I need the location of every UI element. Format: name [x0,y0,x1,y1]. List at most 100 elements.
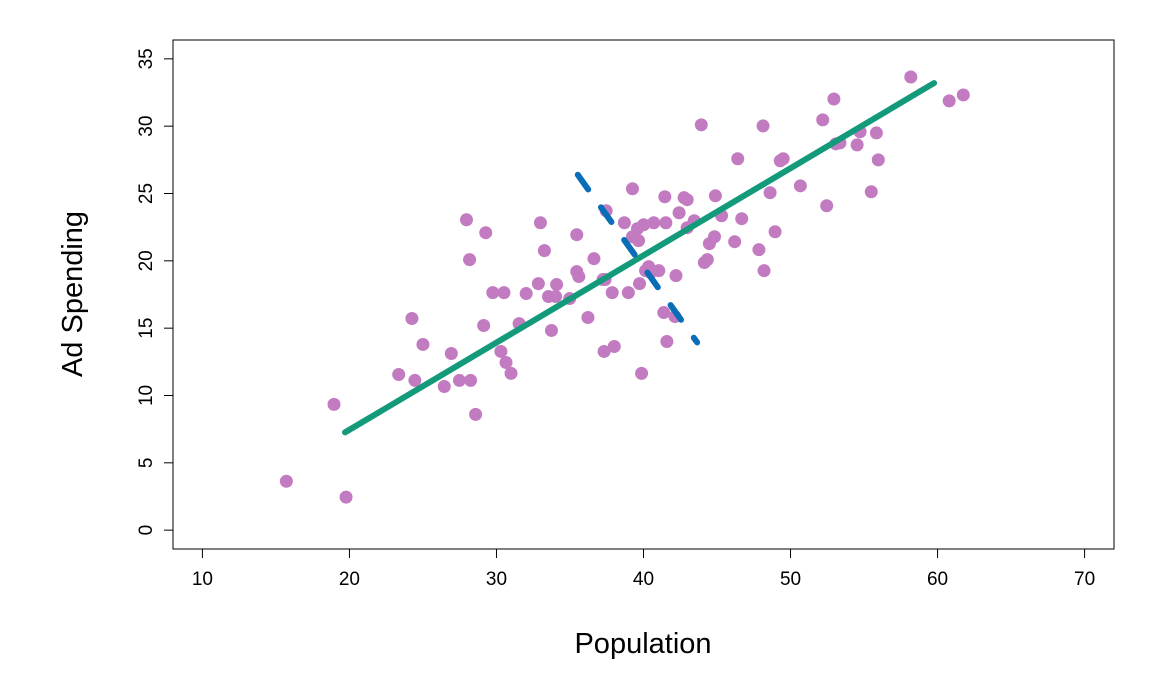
data-point [632,234,646,248]
data-point [660,334,674,348]
data-point [279,474,293,488]
data-point [504,366,518,380]
second-principal-component-line [574,171,701,346]
data-point [499,356,513,370]
data-point [587,252,601,266]
data-point [850,138,864,152]
data-point [550,278,564,292]
data-point [572,270,586,284]
y-tick-label: 5 [136,458,157,469]
data-point [820,199,834,213]
data-point [633,277,647,291]
data-point [497,286,511,300]
data-point [537,244,551,258]
data-point [479,226,493,240]
data-point [694,118,708,132]
data-point [680,193,694,207]
data-point [570,228,584,242]
data-point [735,212,749,226]
data-point [405,311,419,325]
data-point [581,311,595,325]
data-point [657,306,671,320]
y-tick-label: 10 [136,385,157,406]
data-point [647,216,661,230]
x-tick-label: 10 [192,569,213,590]
data-point [621,286,635,300]
x-tick-label: 60 [927,569,948,590]
data-point [757,264,771,278]
data-point [437,379,451,393]
data-point [452,373,466,387]
data-point [816,113,830,127]
data-point [637,218,651,232]
data-point [827,92,841,106]
x-tick-label: 20 [339,569,360,590]
y-tick-label: 35 [136,48,157,69]
x-tick-label: 40 [633,569,654,590]
data-point [486,286,500,300]
data-point [652,264,666,278]
data-point [444,346,458,360]
points-layer [279,70,970,504]
data-point [672,206,686,220]
data-point [904,70,918,84]
data-point [605,286,619,300]
data-point [533,216,547,230]
data-point [731,152,745,166]
data-point [956,88,970,102]
data-point [494,344,508,358]
x-tick-label: 50 [780,569,801,590]
data-point [544,323,558,337]
y-tick-label: 20 [136,250,157,271]
y-axis-label: Ad Spending [57,211,89,377]
data-point [549,290,563,304]
data-point [942,94,956,108]
data-point [392,367,406,381]
data-point [459,213,473,227]
data-point [776,152,790,166]
x-tick-label: 70 [1074,569,1095,590]
plot-frame [172,39,1115,550]
data-point [339,490,353,504]
data-point [463,253,477,267]
data-point [469,407,483,421]
y-tick-label: 30 [136,116,157,137]
data-point [728,235,742,249]
data-point [327,397,341,411]
data-point [756,119,770,133]
y-tick-label: 25 [136,183,157,204]
data-point [871,153,885,167]
y-tick-label: 15 [136,318,157,339]
data-point [464,373,478,387]
data-point [708,230,722,244]
data-point [768,225,782,239]
data-point [617,216,631,230]
data-point [635,366,649,380]
data-point [752,243,766,257]
data-point [669,269,683,283]
x-tick-label: 30 [486,569,507,590]
data-point [658,190,672,204]
lines-layer [342,80,938,436]
data-point [477,318,491,332]
data-point [607,339,621,353]
data-point [763,186,777,200]
y-tick-label: 0 [136,525,157,536]
data-point [408,373,422,387]
data-point [659,216,673,230]
data-point [625,182,639,196]
data-point [519,287,533,301]
data-point [869,126,883,140]
data-point [793,179,807,193]
data-point [416,337,430,351]
data-point [708,189,722,203]
data-point [597,344,611,358]
x-axis: 10 20 30 40 50 60 70 [192,548,1095,590]
data-point [864,185,878,199]
data-point [531,277,545,291]
x-axis-label: Population [574,628,711,660]
first-principal-component-line [342,80,938,436]
y-axis: 0 5 10 15 20 25 30 35 [136,48,174,536]
data-point [700,253,714,267]
